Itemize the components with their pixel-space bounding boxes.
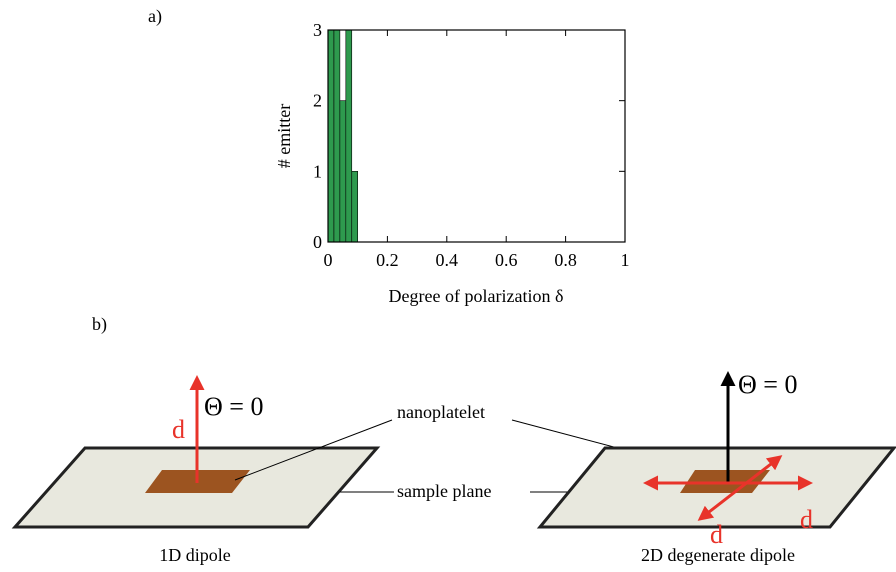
nanoplatelet-label: nanoplatelet [397, 402, 485, 422]
angle-label: Θ = 0 [204, 392, 263, 421]
panel-label: a) [148, 6, 162, 27]
panel-label: b) [92, 314, 107, 335]
bar [345, 29, 353, 243]
diagram: d Θ = 0 nanoplatelet sample plane 1D dip… [11, 370, 896, 565]
x-axis-title: Degree of polarization δ [389, 286, 564, 306]
y-tick-label: 3 [313, 20, 322, 40]
x-tick-label: 0.2 [376, 250, 399, 270]
y-tick-label: 1 [313, 161, 322, 181]
y-tick-label: 2 [313, 91, 322, 111]
y-tick-label: 0 [313, 232, 322, 252]
x-tick-label: 0 [324, 250, 333, 270]
bar [327, 29, 335, 243]
plot-frame [327, 29, 626, 243]
dipole-label: d [710, 520, 723, 549]
x-tick-label: 1 [621, 250, 630, 270]
dipole-label: d [172, 415, 185, 444]
angle-label: Θ = 0 [738, 370, 797, 399]
pointer [234, 419, 393, 481]
caption: 2D degenerate dipole [641, 545, 795, 565]
x-tick-label: 0.8 [554, 250, 577, 270]
dipole-label: d [800, 505, 813, 534]
sample-plane-label: sample plane [397, 481, 491, 501]
y-axis-title: # emitter [274, 104, 294, 168]
dipole-arrow [697, 455, 783, 521]
bar [333, 29, 341, 243]
bar [351, 171, 359, 243]
x-tick-label: 0.4 [436, 250, 459, 270]
caption: 1D dipole [159, 545, 231, 565]
x-tick-label: 0.6 [495, 250, 518, 270]
bar [339, 100, 347, 243]
plot: 0 0.2 0.4 0.6 0.8 1 0 1 2 3 [313, 20, 630, 270]
